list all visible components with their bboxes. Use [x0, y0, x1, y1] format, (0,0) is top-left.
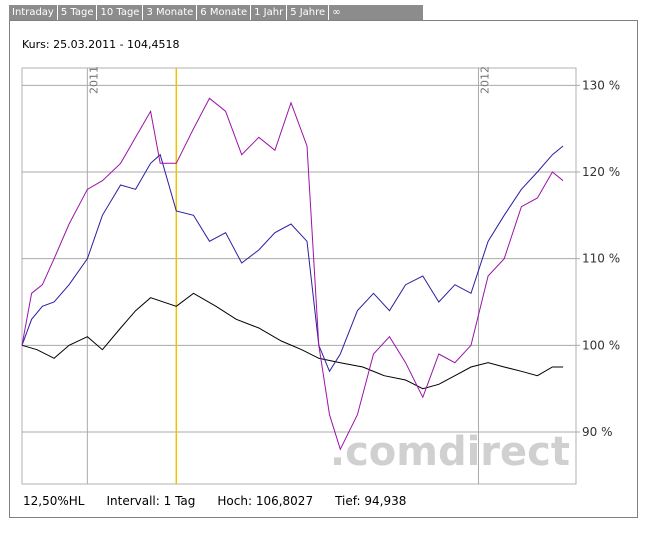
- tab-3[interactable]: 3 Monate: [143, 5, 198, 20]
- high-label: Hoch: 106,8027: [217, 494, 314, 508]
- tab-7[interactable]: ∞: [332, 7, 341, 18]
- series-line-1: [21, 145, 564, 373]
- tab-0[interactable]: Intraday: [9, 5, 58, 20]
- interval-label: Intervall: 1 Tag: [106, 494, 196, 508]
- low-label: Tief: 94,938: [335, 494, 407, 508]
- comdirect-watermark: .comdirect: [330, 429, 570, 475]
- series-line-0: [21, 292, 564, 390]
- footer-stats: 12,50%HL Intervall: 1 Tag Hoch: 106,8027…: [23, 494, 428, 508]
- series-line-2: [21, 97, 564, 451]
- quote-label: Kurs: 25.03.2011 - 104,4518: [22, 38, 180, 51]
- tab-1[interactable]: 5 Tage: [58, 5, 98, 20]
- tab-5[interactable]: 1 Jahr: [251, 5, 288, 20]
- instrument-name: 12,50%HL: [23, 494, 85, 508]
- ytick-label-120: 120 %: [582, 165, 620, 179]
- tab-6[interactable]: 5 Jahre: [287, 5, 330, 20]
- chart-frame: [9, 20, 638, 518]
- ytick-label-100: 100 %: [582, 338, 620, 352]
- tab-2[interactable]: 10 Tage: [97, 5, 144, 20]
- plot-area: [21, 67, 577, 485]
- time-range-tabs: Intraday 5 Tage 10 Tage 3 Monate 6 Monate 1 J…: [9, 5, 423, 20]
- year-label-2011: 2011: [87, 66, 100, 94]
- ytick-label-130: 130 %: [582, 78, 620, 92]
- year-label-2012: 2012: [478, 66, 491, 94]
- ytick-label-90: 90 %: [582, 425, 613, 439]
- ytick-label-110: 110 %: [582, 252, 620, 266]
- tab-4[interactable]: 6 Monate: [197, 5, 252, 20]
